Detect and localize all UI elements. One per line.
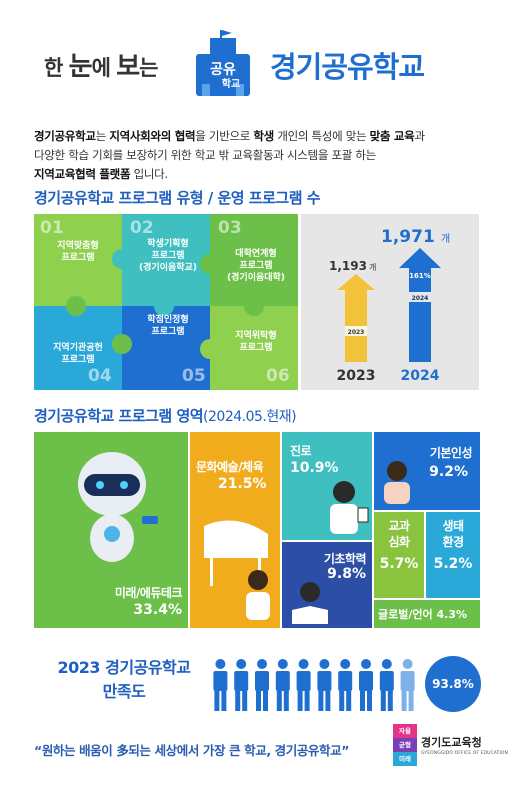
gyeonggi-edu-logo-icon: 자율 균형 미래 [393, 724, 417, 766]
piece-label-05: 학점인정형 프로그램 [147, 315, 189, 337]
tile-career: 진로 10.9% [282, 432, 372, 540]
piece-label-03: 대학연계형 프로그램 (경기이음대학) [227, 249, 285, 283]
person-icon [379, 659, 394, 711]
tile-label: 글로벌/언어 [378, 608, 433, 621]
intro-line-3: 지역교육협력 플랫폼 입니다. [34, 167, 168, 181]
satisfaction-badge: 93.8% [425, 656, 481, 712]
person-icon [359, 659, 373, 711]
value-2023: 1,193 [329, 259, 367, 273]
tile-label: 생태 환경 [442, 519, 464, 549]
bar-2024-tag: 2024 [412, 295, 429, 302]
program-area-treemap: 미래/에듀테크 33.4% 문화예술/체육 21.5% 진로 10.9% 기초학… [34, 432, 480, 628]
satisfaction-title-line2: 만족도 [102, 682, 146, 701]
student-icon [246, 570, 270, 620]
intro-line-1: 경기공유학교는 지역사회와의 협력을 기반으로 학생 개인의 특성에 맞는 맞춤… [34, 129, 425, 143]
program-type-puzzle: 01 지역맞춤형 프로그램 02 학생기획형 프로그램 (경기이음학교) 03 … [34, 214, 298, 390]
bar-2023 [337, 274, 375, 362]
tile-subject-enrichment: 교과 심화 5.7% [374, 512, 424, 598]
unit-2023: 개 [369, 262, 376, 272]
piece-label-01: 지역맞춤형 프로그램 [57, 241, 99, 263]
year-2023: 2023 [337, 368, 376, 384]
program-count-bars: 2023 2024 161% 1,193 개 1,971 개 2023 2024 [329, 227, 450, 384]
logo-text-bottom: 학교 [222, 77, 240, 90]
tile-future-edutech: 미래/에듀테크 33.4% [34, 432, 188, 628]
tile-basic-literacy: 기초학력 9.8% [282, 542, 372, 628]
person-icon [213, 659, 228, 711]
bar-2024 [399, 248, 441, 362]
person-icon [296, 659, 311, 711]
piece-num-02: 02 [130, 218, 154, 238]
puzzle-graphic [34, 214, 298, 390]
tile-label: 기초학력 [323, 552, 367, 566]
person-icon [234, 659, 249, 711]
reading-student-icon [292, 582, 328, 624]
person-icon [255, 659, 269, 711]
tile-pct: 9.2% [429, 464, 468, 480]
logo-text-top: 공유 [210, 62, 236, 78]
value-2024: 1,971 [381, 227, 435, 247]
header-word: 에 [91, 56, 117, 80]
logo-word-3: 미래 [393, 752, 417, 766]
section2-date: (2024.05.현재) [203, 409, 297, 425]
slogan: “원하는 배움이 多되는 세상에서 가장 큰 학교, 경기공유학교” [34, 743, 350, 758]
piece-label-06: 지역위탁형 프로그램 [235, 331, 277, 353]
tile-pct: 10.9% [290, 460, 339, 476]
section-title-program-areas: 경기공유학교 프로그램 영역(2024.05.현재) [34, 405, 297, 426]
logo-word-1: 자율 [393, 724, 417, 738]
header-left-text: 한 눈에 보는 [44, 46, 158, 83]
growth-label: 161% [409, 272, 431, 280]
piece-label-02: 학생기획형 프로그램 (경기이음학교) [139, 239, 197, 273]
section2-title-text: 경기공유학교 프로그램 영역 [34, 407, 204, 425]
header-word: 한 [44, 56, 69, 80]
intro-paragraph: 경기공유학교는 지역사회와의 협력을 기반으로 학생 개인의 특성에 맞는 맞춤… [34, 127, 484, 184]
section-title-program-types: 경기공유학교 프로그램 유형 / 운영 프로그램 수 [34, 189, 321, 207]
piece-num-03: 03 [218, 218, 242, 238]
intro-line-2: 다양한 학습 기회를 보장하기 위한 학교 밖 교육활동과 시스템을 포괄 하는 [34, 148, 376, 162]
tile-character: 기본인성 9.2% [374, 432, 480, 510]
robot-icon [78, 452, 158, 562]
person-icon [275, 659, 290, 711]
tile-label: 교과 심화 [388, 519, 410, 549]
tile-label: 문화예술/체육 [196, 460, 264, 474]
tile-pct: 5.7% [379, 556, 419, 572]
tile-label: 기본인성 [429, 446, 473, 460]
org-name: 경기도교육청 [421, 736, 482, 749]
tile-pct: 9.8% [327, 566, 366, 582]
tile-ecology: 생태 환경 5.2% [426, 512, 480, 598]
person-icon [400, 659, 415, 711]
logo-word-2: 균형 [393, 738, 417, 752]
tile-pct: 33.4% [133, 602, 182, 618]
tile-label: 미래/에듀테크 [114, 586, 183, 600]
tile-pct: 21.5% [218, 476, 267, 492]
header-word: 눈 [68, 52, 93, 82]
piece-num-01: 01 [40, 218, 64, 238]
satisfaction-title-line1: 2023 경기공유학교 [57, 658, 191, 677]
character-person-icon [384, 461, 410, 504]
satisfaction-title: 2023 경기공유학교 만족도 [44, 656, 204, 704]
tile-global-language: 글로벌/언어 4.3% [374, 600, 480, 628]
unit-2024: 개 [441, 233, 450, 245]
piece-num-04: 04 [88, 366, 112, 386]
year-2024: 2024 [401, 368, 440, 384]
person-icon [317, 659, 332, 711]
tile-culture-arts: 문화예술/체육 21.5% [190, 432, 280, 628]
tile-label: 진로 [290, 444, 312, 458]
person-icon [338, 659, 353, 711]
piece-label-04: 지역기관공헌 프로그램 [53, 343, 103, 365]
program-count-panel: 2023 2024 161% 1,193 개 1,971 개 2023 2024 [301, 214, 479, 390]
tile-label-row: 글로벌/언어 4.3% [378, 606, 467, 622]
header-word: 보 [116, 52, 140, 82]
page-title: 경기공유학교 [270, 50, 425, 84]
org-name-en: GYEONGGIDO OFFICE OF EDUCATION [421, 751, 508, 756]
tile-pct: 5.2% [433, 556, 473, 572]
piece-num-06: 06 [266, 366, 290, 386]
piece-num-05: 05 [182, 366, 206, 386]
career-person-icon [330, 481, 369, 534]
header-word: 는 [139, 56, 158, 80]
tile-pct: 4.3% [436, 608, 467, 621]
school-logo-icon: 공유 학교 [196, 30, 250, 96]
satisfaction-people-row [213, 659, 415, 711]
bar-2023-tag: 2023 [348, 329, 365, 336]
